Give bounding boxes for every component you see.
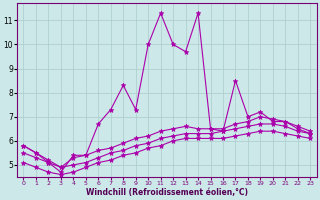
X-axis label: Windchill (Refroidissement éolien,°C): Windchill (Refroidissement éolien,°C) xyxy=(86,188,248,197)
